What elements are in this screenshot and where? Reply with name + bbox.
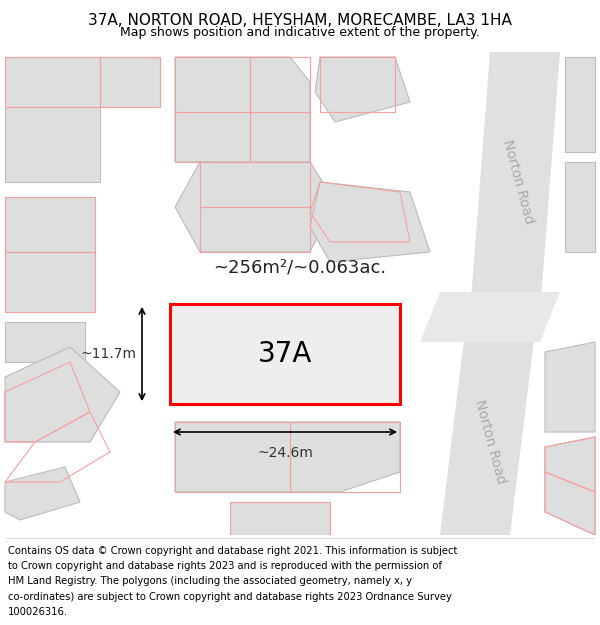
Polygon shape: [565, 57, 595, 152]
Polygon shape: [5, 57, 160, 182]
Polygon shape: [5, 197, 95, 312]
Polygon shape: [440, 332, 535, 535]
Polygon shape: [420, 292, 560, 342]
Polygon shape: [565, 162, 595, 252]
Text: ~11.7m: ~11.7m: [80, 347, 136, 361]
Text: co-ordinates) are subject to Crown copyright and database rights 2023 Ordnance S: co-ordinates) are subject to Crown copyr…: [8, 592, 452, 602]
Text: 37A: 37A: [258, 340, 312, 368]
Polygon shape: [310, 182, 430, 262]
Polygon shape: [545, 437, 595, 535]
Polygon shape: [175, 422, 400, 492]
Text: Contains OS data © Crown copyright and database right 2021. This information is : Contains OS data © Crown copyright and d…: [8, 546, 457, 556]
Polygon shape: [5, 467, 80, 520]
Polygon shape: [470, 52, 560, 312]
Text: ~24.6m: ~24.6m: [257, 446, 313, 460]
Polygon shape: [545, 342, 595, 432]
Text: 100026316.: 100026316.: [8, 607, 68, 617]
Polygon shape: [170, 304, 400, 404]
Text: Norton Road: Norton Road: [500, 138, 536, 226]
Polygon shape: [230, 502, 330, 535]
Polygon shape: [5, 347, 120, 442]
Text: Map shows position and indicative extent of the property.: Map shows position and indicative extent…: [120, 26, 480, 39]
Polygon shape: [175, 162, 335, 252]
Text: ~256m²/~0.063ac.: ~256m²/~0.063ac.: [214, 258, 386, 276]
Text: to Crown copyright and database rights 2023 and is reproduced with the permissio: to Crown copyright and database rights 2…: [8, 561, 442, 571]
Text: HM Land Registry. The polygons (including the associated geometry, namely x, y: HM Land Registry. The polygons (includin…: [8, 576, 412, 586]
Text: Norton Road: Norton Road: [472, 398, 508, 486]
Polygon shape: [5, 322, 85, 362]
Polygon shape: [315, 57, 410, 122]
Polygon shape: [175, 57, 310, 192]
Text: 37A, NORTON ROAD, HEYSHAM, MORECAMBE, LA3 1HA: 37A, NORTON ROAD, HEYSHAM, MORECAMBE, LA…: [88, 13, 512, 28]
